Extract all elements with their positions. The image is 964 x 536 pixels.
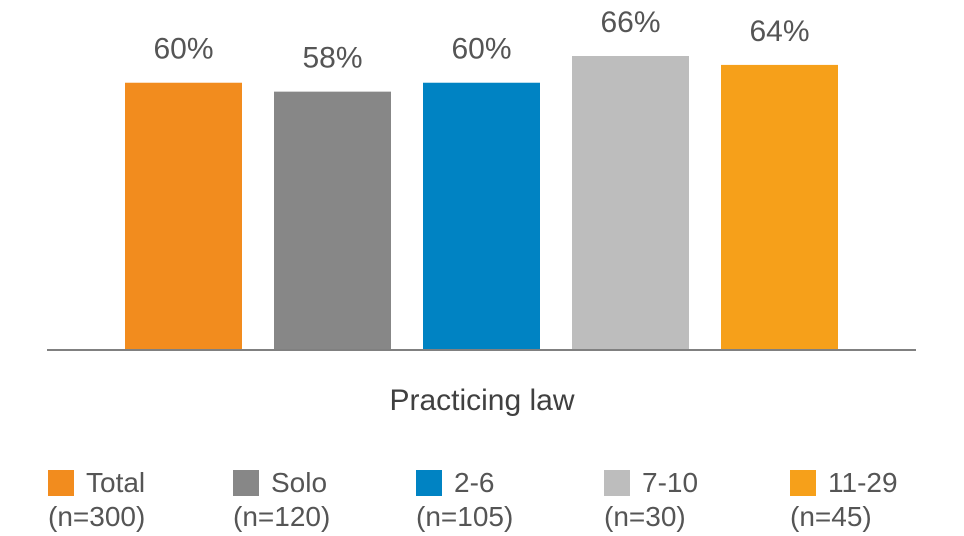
legend-sample-size: (n=120) <box>233 501 331 532</box>
x-axis-label: Practicing law <box>389 384 574 417</box>
value-label: 66% <box>600 6 660 39</box>
legend-swatch <box>604 470 630 496</box>
legend-label: Total (n=300) <box>48 466 146 534</box>
legend-sample-size: (n=45) <box>790 501 872 532</box>
value-label: 58% <box>302 42 362 75</box>
legend: Total (n=300) Solo (n=120) 2-6 (n=105) 7-10 (n=… <box>48 466 948 536</box>
legend-category: 2-6 <box>454 467 495 498</box>
legend-swatch <box>48 470 74 496</box>
legend-label: Solo (n=120) <box>233 466 330 534</box>
bar-11-29 <box>721 64 838 351</box>
legend-category: Solo <box>271 467 328 498</box>
value-label: 60% <box>153 33 213 66</box>
legend-category: 11-29 <box>828 467 898 498</box>
legend-label: 7-10 (n=30) <box>604 466 699 534</box>
bar-solo <box>274 91 391 350</box>
legend-category: Total <box>86 467 146 498</box>
legend-sample-size: (n=300) <box>48 501 146 532</box>
legend-category: 7-10 <box>642 467 699 498</box>
bar-total <box>125 82 242 350</box>
legend-swatch <box>416 470 442 496</box>
legend-sample-size: (n=105) <box>416 501 514 532</box>
value-label: 64% <box>749 15 809 48</box>
value-label: 60% <box>451 33 511 66</box>
legend-sample-size: (n=30) <box>604 501 686 532</box>
legend-label: 2-6 (n=105) <box>416 466 513 534</box>
bar-chart: 60% 58% 60% 66% 64% Practicing law <box>47 6 916 417</box>
bar-7-10 <box>572 56 689 351</box>
legend-label: 11-29 (n=45) <box>790 466 898 534</box>
legend-swatch <box>233 470 259 496</box>
legend-swatch <box>790 470 816 496</box>
bar-2-6 <box>423 82 540 350</box>
